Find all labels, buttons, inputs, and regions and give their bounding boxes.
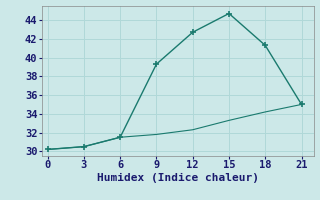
X-axis label: Humidex (Indice chaleur): Humidex (Indice chaleur) <box>97 173 259 183</box>
